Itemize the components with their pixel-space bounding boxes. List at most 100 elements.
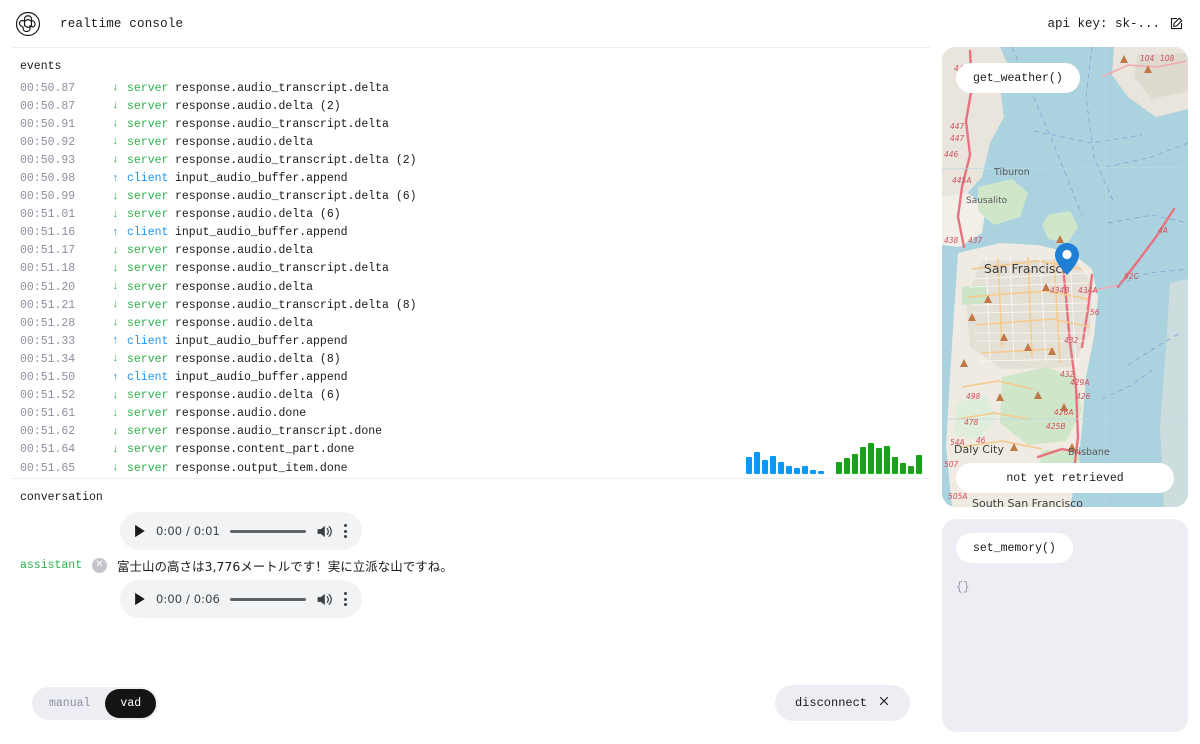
event-timestamp: 00:51.18 xyxy=(20,262,76,276)
svg-text:104: 104 xyxy=(1140,54,1155,63)
edit-square-icon[interactable] xyxy=(1169,16,1184,31)
event-row[interactable]: 00:51.50 ↑ client input_audio_buffer.append xyxy=(20,369,930,387)
play-icon[interactable] xyxy=(133,524,146,538)
audio-player[interactable]: 0:00 / 0:01 xyxy=(120,512,362,550)
event-row[interactable]: 00:50.99 ↓ server response.audio_transcript… xyxy=(20,188,930,206)
event-timestamp: 00:50.91 xyxy=(20,117,76,131)
svg-text:Daly City: Daly City xyxy=(954,443,1004,456)
event-name: response.audio.delta xyxy=(175,280,314,294)
svg-text:429A: 429A xyxy=(1070,378,1089,387)
event-timestamp: 00:51.28 xyxy=(20,316,76,330)
disconnect-button[interactable]: disconnect xyxy=(774,685,910,721)
svg-text:447: 447 xyxy=(950,122,965,131)
svg-text:445A: 445A xyxy=(952,176,971,185)
event-row[interactable]: 00:51.17 ↓ server response.audio.delta xyxy=(20,242,930,260)
conversation-panel: conversation 0:00 / 0:01 assistant ✕ 富士山の高さ… xyxy=(12,478,930,674)
svg-text:426: 426 xyxy=(1076,392,1091,401)
event-name: response.audio.delta xyxy=(175,135,314,149)
event-row[interactable]: 00:51.21 ↓ server response.audio_transcript… xyxy=(20,296,930,314)
svg-text:4A: 4A xyxy=(1158,226,1168,235)
mode-toggle-vad[interactable]: vad xyxy=(105,688,157,718)
event-row[interactable]: 00:51.62 ↓ server response.audio_transcript… xyxy=(20,423,930,441)
arrow-down-icon: ↓ xyxy=(112,425,119,438)
audio-progress-bar[interactable] xyxy=(229,529,306,533)
event-row[interactable]: 00:50.91 ↓ server response.audio_transcript… xyxy=(20,115,930,133)
event-source: server xyxy=(127,280,169,294)
event-name: response.audio_transcript.delta (8) xyxy=(175,298,417,312)
event-row[interactable]: 00:51.28 ↓ server response.audio.delta xyxy=(20,314,930,332)
mode-toggle[interactable]: manual vad xyxy=(32,686,159,720)
app-title: realtime console xyxy=(60,16,184,31)
arrow-down-icon: ↓ xyxy=(112,462,119,475)
svg-text:437: 437 xyxy=(968,236,983,245)
event-row[interactable]: 00:51.61 ↓ server response.audio.done xyxy=(20,405,930,423)
audio-player[interactable]: 0:00 / 0:06 xyxy=(120,580,362,618)
event-row[interactable]: 00:51.01 ↓ server response.audio.delta (6) xyxy=(20,206,930,224)
event-timestamp: 00:50.98 xyxy=(20,172,76,186)
event-source: server xyxy=(127,262,169,276)
event-source: server xyxy=(127,135,169,149)
event-row[interactable]: 00:50.87 ↓ server response.audio.delta (2) xyxy=(20,97,930,115)
arrow-down-icon: ↓ xyxy=(112,118,119,131)
conversation-item-header: assistant ✕ 富士山の高さは3,776メートルです！実に立派な山ですね。 xyxy=(20,554,930,576)
events-list: 00:50.87 ↓ server response.audio_transcript… xyxy=(12,79,930,478)
event-row[interactable]: 00:51.18 ↓ server response.audio_transcript… xyxy=(20,260,930,278)
event-name: response.audio_transcript.delta xyxy=(175,262,389,276)
event-row[interactable]: 00:50.98 ↑ client input_audio_buffer.append xyxy=(20,169,930,187)
event-row[interactable]: 00:51.34 ↓ server response.audio.delta (8) xyxy=(20,350,930,368)
event-source: client xyxy=(127,172,169,186)
kebab-menu-icon[interactable] xyxy=(342,592,349,606)
volume-icon[interactable] xyxy=(316,592,332,607)
get-weather-pill: get_weather() xyxy=(956,63,1080,93)
svg-text:92C: 92C xyxy=(1124,272,1140,281)
event-row[interactable]: 00:51.52 ↓ server response.audio.delta (6) xyxy=(20,387,930,405)
svg-text:Brisbane: Brisbane xyxy=(1068,447,1110,458)
event-source: server xyxy=(127,316,169,330)
event-row[interactable]: 00:51.33 ↑ client input_audio_buffer.append xyxy=(20,332,930,350)
play-icon[interactable] xyxy=(133,592,146,606)
event-source: client xyxy=(127,334,169,348)
event-row[interactable]: 00:51.64 ↓ server response.content_part.don… xyxy=(20,441,930,459)
conversation-list: 0:00 / 0:01 assistant ✕ 富士山の高さは3,776メートルです！… xyxy=(12,512,930,618)
event-row[interactable]: 00:51.16 ↑ client input_audio_buffer.append xyxy=(20,224,930,242)
svg-text:434B: 434B xyxy=(1050,286,1069,295)
event-name: response.audio.delta (6) xyxy=(175,208,341,222)
svg-text:447: 447 xyxy=(950,134,965,143)
audio-progress-bar[interactable] xyxy=(229,597,306,601)
svg-text:478: 478 xyxy=(964,418,979,427)
weather-tool-card[interactable]: Tiburon Sausalito San Francisco Daly Cit… xyxy=(942,47,1188,507)
kebab-menu-icon[interactable] xyxy=(342,524,349,538)
event-name: response.content_part.done xyxy=(175,443,355,457)
event-row[interactable]: 00:50.92 ↓ server response.audio.delta xyxy=(20,133,930,151)
event-row[interactable]: 00:51.20 ↓ server response.audio.delta xyxy=(20,278,930,296)
left-column: events 00:50.87 ↓ server response.audio_tra… xyxy=(12,47,930,732)
event-timestamp: 00:50.87 xyxy=(20,99,76,113)
close-x-icon[interactable]: ✕ xyxy=(92,557,107,573)
volume-icon[interactable] xyxy=(316,524,332,539)
mode-toggle-manual[interactable]: manual xyxy=(49,696,91,710)
event-row[interactable]: 00:51.65 ↓ server response.output_item.done xyxy=(20,459,930,477)
svg-text:425B: 425B xyxy=(1046,422,1065,431)
memory-content: {} xyxy=(956,581,970,594)
conversation-item: 0:00 / 0:01 xyxy=(12,512,930,550)
arrow-down-icon: ↓ xyxy=(112,299,119,312)
event-name: response.audio_transcript.done xyxy=(175,425,383,439)
event-timestamp: 00:51.52 xyxy=(20,389,76,403)
conversation-role-label: assistant xyxy=(20,558,83,572)
memory-tool-card[interactable]: set_memory() {} xyxy=(942,519,1188,732)
event-source: client xyxy=(127,371,169,385)
event-name: input_audio_buffer.append xyxy=(175,172,348,186)
event-name: response.audio_transcript.delta (2) xyxy=(175,153,417,167)
map-pin-icon xyxy=(1055,243,1079,280)
event-source: server xyxy=(127,352,169,366)
event-source: server xyxy=(127,461,169,475)
event-timestamp: 00:50.93 xyxy=(20,153,76,167)
svg-text:426A: 426A xyxy=(1054,408,1073,417)
event-timestamp: 00:50.87 xyxy=(20,81,76,95)
event-row[interactable]: 00:50.93 ↓ server response.audio_transcript… xyxy=(20,151,930,169)
event-source: server xyxy=(127,443,169,457)
event-name: response.audio.delta (6) xyxy=(175,389,341,403)
event-row[interactable]: 00:50.87 ↓ server response.audio_transcript… xyxy=(20,79,930,97)
event-source: server xyxy=(127,208,169,222)
